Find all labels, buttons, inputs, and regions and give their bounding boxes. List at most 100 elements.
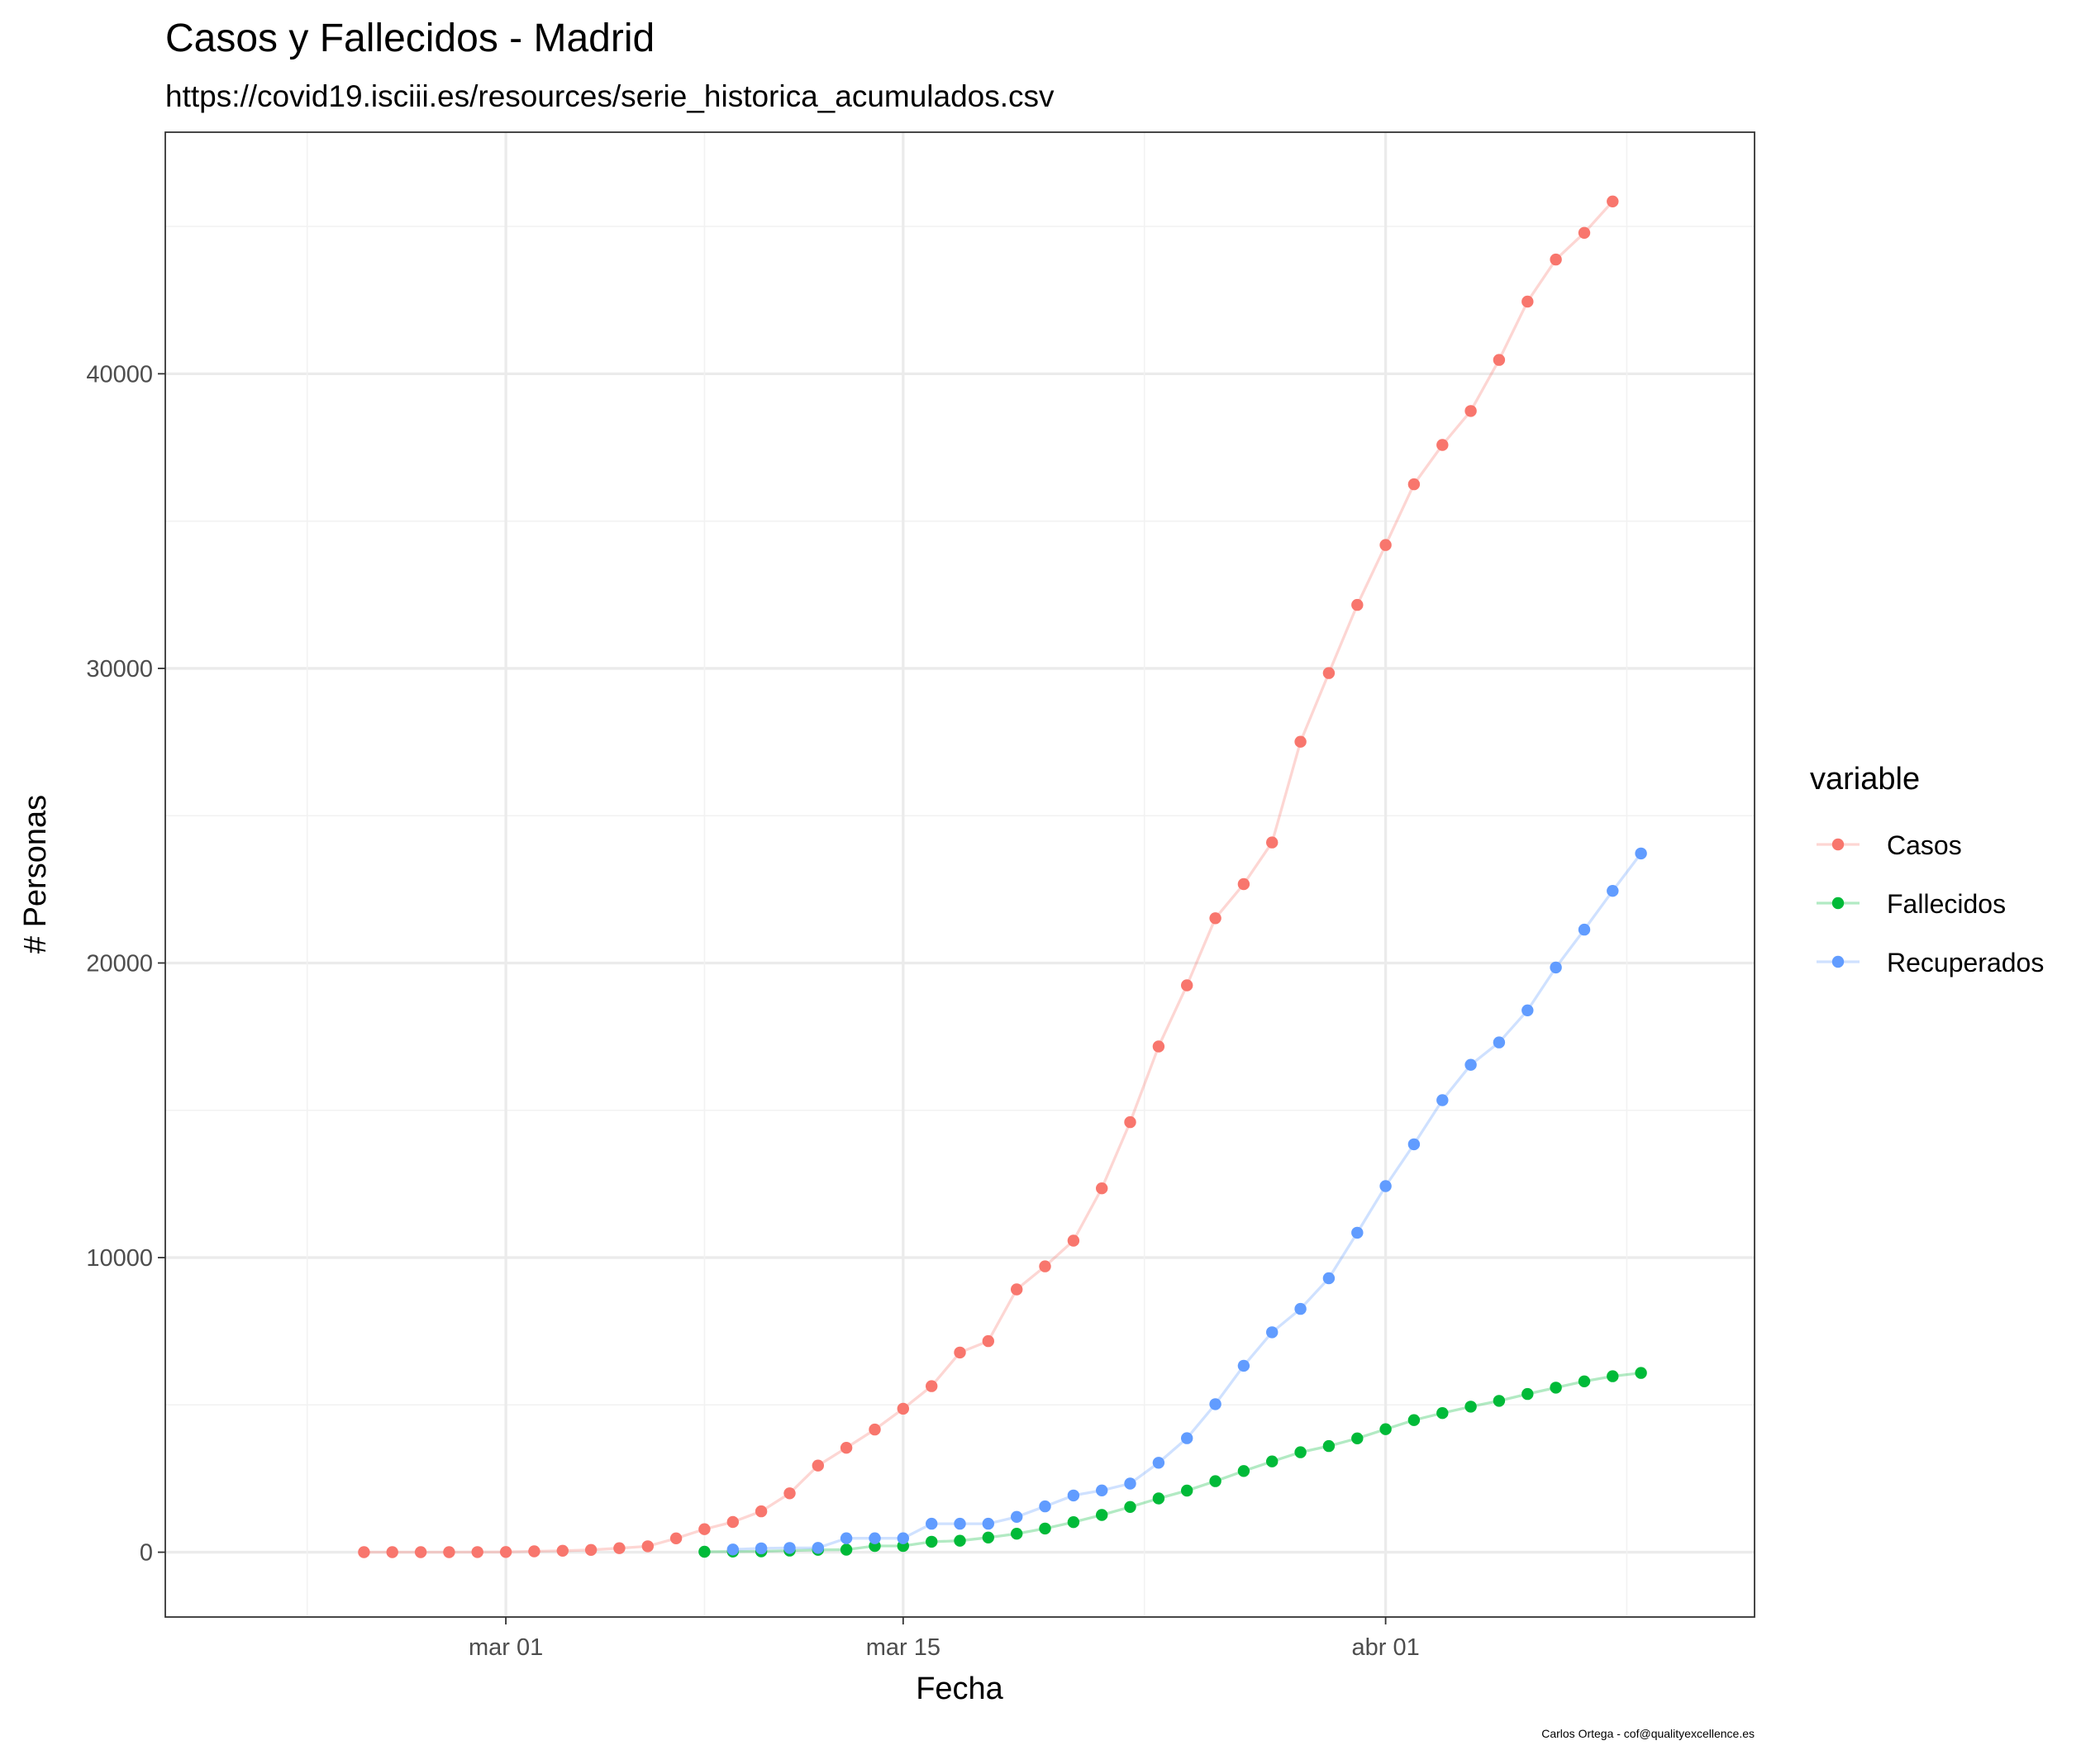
data-point-fallecidos [1607, 1370, 1619, 1382]
data-point-fallecidos [1436, 1407, 1449, 1420]
data-point-fallecidos [840, 1543, 853, 1556]
plot-panel [164, 131, 1755, 1618]
data-point-recuperados [1407, 1138, 1421, 1151]
legend-label-fallecidos: Fallecidos [1887, 889, 2006, 919]
data-point-recuperados [1550, 961, 1562, 974]
grid [165, 132, 1755, 1617]
data-point-casos [358, 1546, 370, 1558]
x-axis-title: Fecha [916, 1672, 1003, 1706]
data-point-casos [1294, 735, 1307, 748]
data-point-fallecidos [1181, 1484, 1193, 1497]
legend-title: variable [1810, 762, 1920, 797]
y-tick-label: 10000 [86, 1245, 153, 1272]
data-point-fallecidos [1039, 1522, 1051, 1535]
data-point-recuperados [1493, 1036, 1506, 1049]
y-tick-label: 20000 [86, 950, 153, 977]
data-point-recuperados [1351, 1226, 1364, 1239]
data-point-fallecidos [1635, 1367, 1647, 1379]
data-point-fallecidos [1067, 1516, 1080, 1529]
data-point-casos [1011, 1283, 1023, 1296]
data-point-casos [1521, 295, 1534, 308]
data-point-casos [1067, 1234, 1080, 1247]
legend-items: Casos Fallecidos Recuperados [1817, 830, 2044, 977]
y-tick-label: 30000 [86, 656, 153, 682]
axes: 0 10000 20000 30000 40000 mar 01 mar 15 abr 01 [86, 361, 1419, 1661]
data-point-fallecidos [698, 1545, 711, 1558]
y-axis-title: # Personas [18, 795, 53, 954]
data-point-casos [1493, 354, 1506, 366]
data-point-recuperados [1436, 1094, 1449, 1106]
data-point-casos [414, 1546, 427, 1558]
y-tick-label: 0 [140, 1540, 153, 1567]
series-line-fallecidos [704, 1371, 1641, 1553]
data-point-casos [1152, 1040, 1165, 1053]
data-point-casos [1181, 979, 1193, 992]
data-point-recuperados [726, 1543, 739, 1556]
data-point-fallecidos [954, 1534, 966, 1547]
data-point-casos [499, 1546, 512, 1558]
data-point-recuperados [1039, 1500, 1051, 1513]
data-point-recuperados [783, 1542, 796, 1554]
series-line-recuperados [732, 852, 1642, 1551]
data-point-casos [812, 1459, 824, 1472]
legend-label-casos: Casos [1887, 830, 1962, 860]
legend: variable Casos Fallecidos Recuperados [1810, 762, 2044, 977]
data-point-casos [556, 1544, 569, 1558]
data-point-casos [1096, 1182, 1108, 1195]
data-point-casos [1407, 478, 1421, 491]
series-points [358, 195, 1647, 1558]
data-point-casos [669, 1532, 683, 1545]
data-point-casos [698, 1523, 711, 1535]
data-point-casos [1464, 405, 1477, 417]
data-point-fallecidos [1493, 1395, 1506, 1407]
chart-subtitle: https://covid19.isciii.es/resources/seri… [165, 79, 1055, 113]
data-point-casos [641, 1540, 654, 1553]
data-point-recuperados [926, 1517, 938, 1530]
data-point-recuperados [1294, 1302, 1307, 1315]
x-tick-label: mar 15 [866, 1634, 940, 1661]
data-point-recuperados [1635, 847, 1647, 860]
data-point-casos [1379, 539, 1392, 551]
data-point-recuperados [1266, 1326, 1279, 1339]
legend-key-point-fallecidos [1831, 897, 1845, 910]
data-point-casos [1436, 439, 1449, 451]
data-point-fallecidos [1322, 1439, 1336, 1453]
data-point-fallecidos [1209, 1475, 1221, 1487]
x-tick-label: mar 01 [469, 1634, 543, 1661]
data-point-casos [613, 1542, 626, 1554]
data-point-casos [1351, 598, 1364, 611]
data-point-recuperados [1011, 1510, 1023, 1524]
caption: Carlos Ortega - cof@qualityexcellence.es [1541, 1727, 1755, 1740]
data-point-casos [897, 1402, 910, 1415]
data-point-recuperados [1237, 1359, 1250, 1372]
data-point-fallecidos [1578, 1375, 1591, 1388]
data-point-casos [1607, 195, 1619, 207]
data-point-fallecidos [1266, 1455, 1279, 1467]
data-point-casos [926, 1380, 938, 1392]
data-point-casos [1039, 1260, 1051, 1272]
data-point-recuperados [812, 1542, 824, 1554]
data-point-casos [869, 1423, 881, 1436]
data-point-casos [954, 1346, 966, 1359]
data-point-fallecidos [1011, 1528, 1023, 1540]
data-point-recuperados [1521, 1004, 1534, 1017]
data-point-casos [783, 1487, 796, 1500]
data-point-fallecidos [1351, 1432, 1364, 1445]
data-point-fallecidos [1550, 1382, 1562, 1394]
data-point-recuperados [1209, 1398, 1221, 1410]
data-point-casos [386, 1546, 398, 1558]
data-point-casos [1550, 253, 1562, 266]
data-point-fallecidos [926, 1535, 938, 1548]
data-point-recuperados [1379, 1180, 1392, 1192]
data-point-recuperados [1607, 885, 1619, 897]
data-point-recuperados [1067, 1489, 1080, 1502]
data-point-casos [1209, 912, 1221, 925]
data-point-recuperados [1464, 1058, 1477, 1071]
data-point-recuperados [869, 1532, 881, 1544]
data-point-recuperados [954, 1517, 966, 1530]
data-point-casos [1266, 836, 1279, 849]
data-point-fallecidos [1124, 1501, 1136, 1514]
data-point-casos [443, 1546, 455, 1558]
data-point-recuperados [982, 1517, 995, 1530]
